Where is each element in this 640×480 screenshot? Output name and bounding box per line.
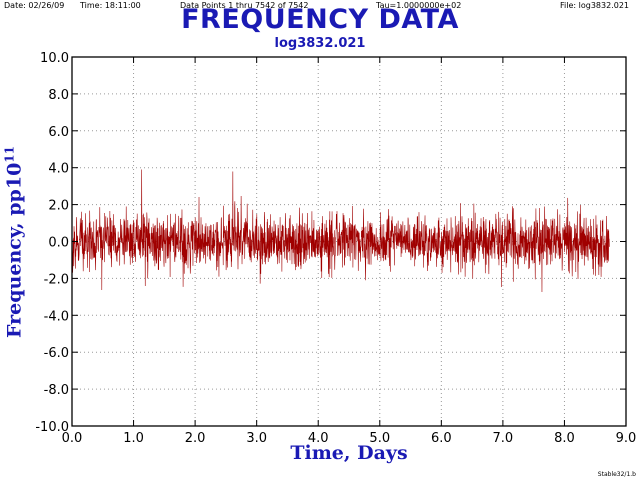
y-tick-label: -2.0 xyxy=(44,272,69,287)
chart-title: FREQUENCY DATA xyxy=(181,4,459,35)
header-file: File: log3832.021 xyxy=(560,1,629,10)
y-tick-label: -10.0 xyxy=(35,420,69,435)
y-tick-label: -8.0 xyxy=(44,383,69,398)
x-tick-label: 7.0 xyxy=(493,431,514,446)
y-tick-label: 4.0 xyxy=(48,162,69,177)
x-tick-label: 4.0 xyxy=(308,431,329,446)
y-tick-label: -6.0 xyxy=(44,346,69,361)
series-line xyxy=(71,169,610,292)
y-tick-label: 2.0 xyxy=(48,199,69,214)
x-tick-label: 2.0 xyxy=(185,431,206,446)
x-tick-label: 8.0 xyxy=(554,431,575,446)
footer-version: Stable32/1.b xyxy=(597,471,636,478)
header-data-points: Data Points 1 thru 7542 of 7542 xyxy=(180,1,309,10)
x-tick-label: 6.0 xyxy=(431,431,452,446)
y-axis-label-exponent: 11 xyxy=(2,146,17,163)
header-tau: Tau=1.0000000e+02 xyxy=(376,1,462,10)
chart-subtitle: log3832.021 xyxy=(274,36,366,51)
y-tick-label: 10.0 xyxy=(40,51,69,66)
y-tick-label: 8.0 xyxy=(48,88,69,103)
header-date: Date: 02/26/09 xyxy=(4,1,65,10)
x-axis-label: Time, Days xyxy=(290,442,408,464)
header-time: Time: 18:11:00 xyxy=(80,1,141,10)
x-tick-label: 1.0 xyxy=(123,431,144,446)
y-tick-label: 0.0 xyxy=(48,236,69,251)
x-tick-label: 0.0 xyxy=(62,431,83,446)
x-tick-label: 3.0 xyxy=(246,431,267,446)
y-tick-label: 6.0 xyxy=(48,125,69,140)
y-tick-label: -4.0 xyxy=(44,309,69,324)
x-tick-label: 9.0 xyxy=(616,431,637,446)
y-axis-label: Frequency, pp1011 xyxy=(2,146,25,338)
y-axis-label-text: Frequency, pp10 xyxy=(3,162,26,338)
x-tick-label: 5.0 xyxy=(369,431,390,446)
